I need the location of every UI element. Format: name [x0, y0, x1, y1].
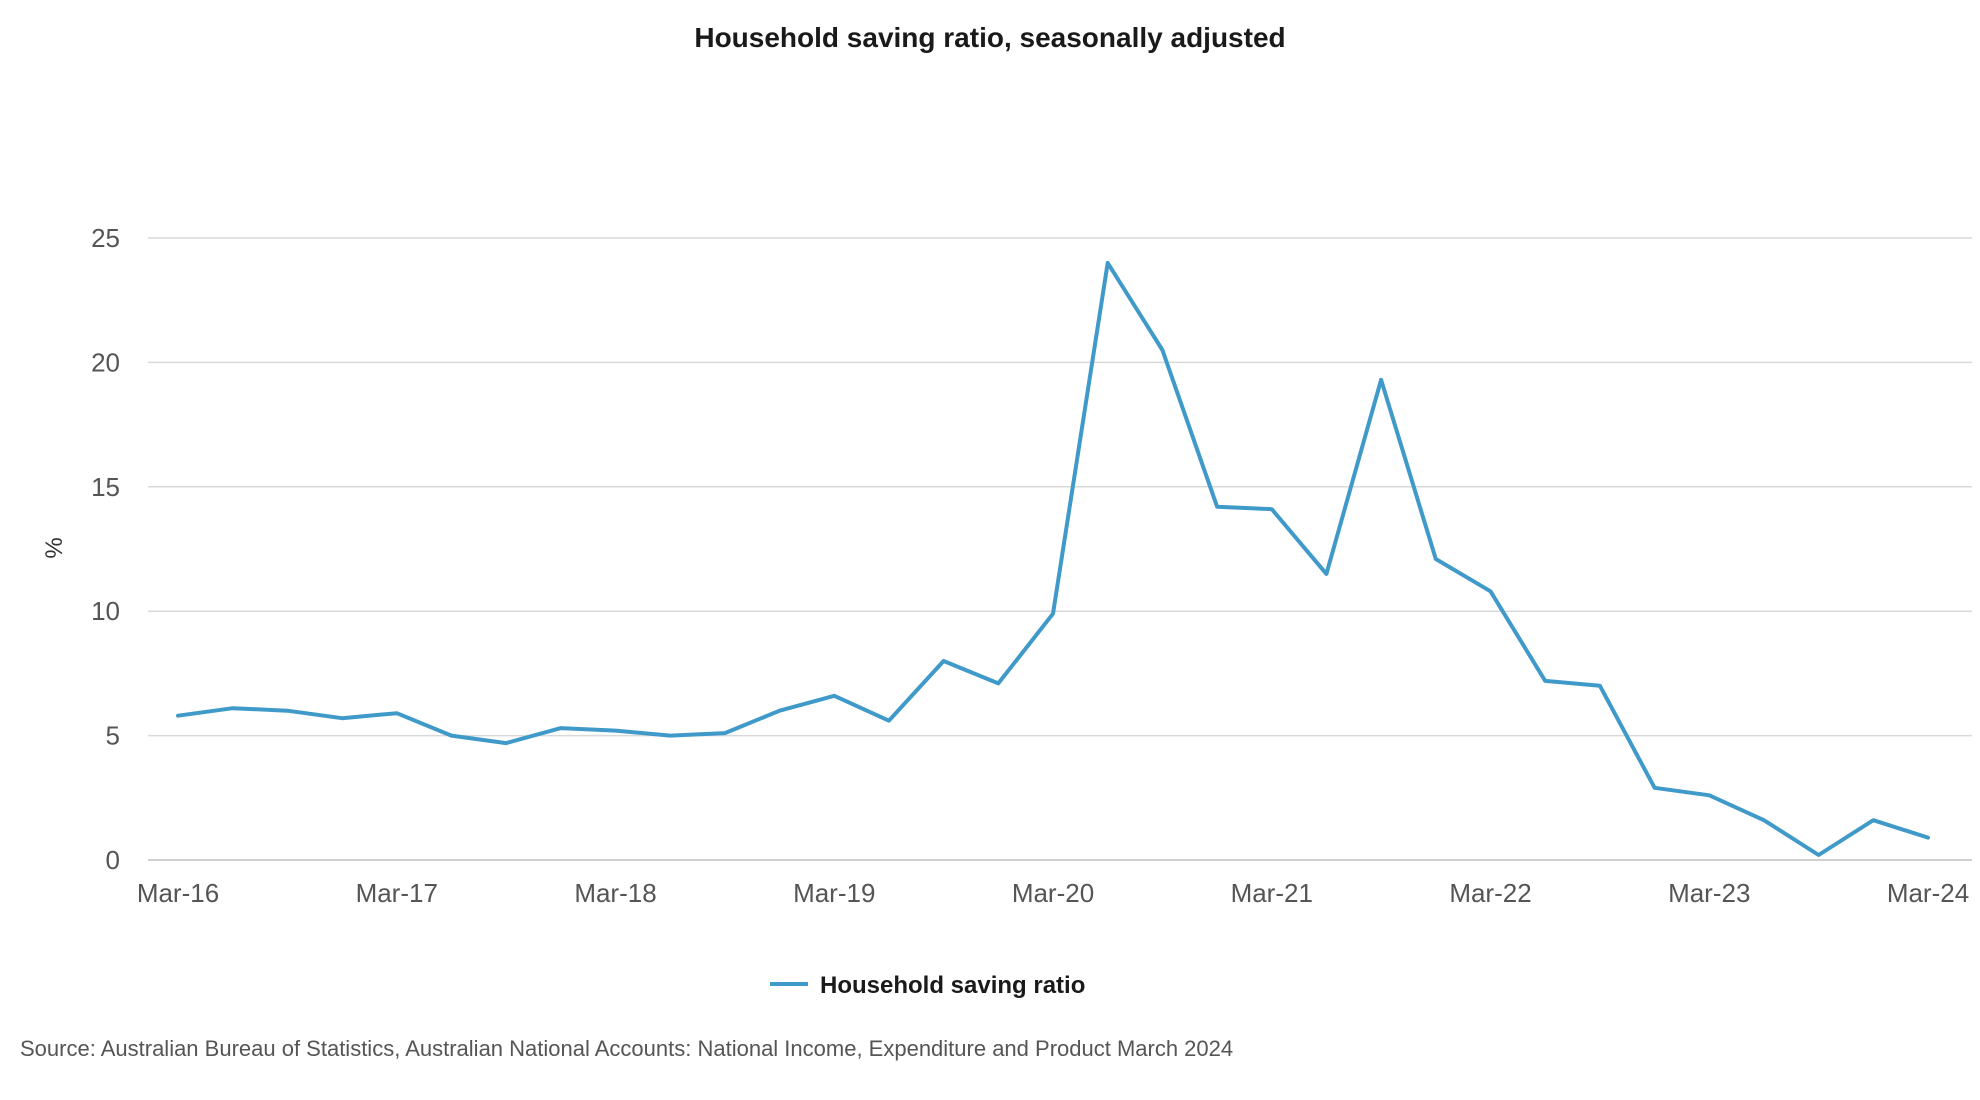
y-tick-label: 0: [106, 845, 120, 875]
y-axis-ticks: 0 5 10 15 20 25: [91, 223, 120, 875]
source-note: Source: Australian Bureau of Statistics,…: [20, 1036, 1234, 1061]
x-tick-label: Mar-24: [1887, 878, 1969, 908]
gridlines: [148, 237, 1972, 861]
x-tick-label: Mar-16: [137, 878, 219, 908]
x-tick-label: Mar-17: [356, 878, 438, 908]
x-tick-label: Mar-23: [1668, 878, 1750, 908]
x-tick-label: Mar-19: [793, 878, 875, 908]
y-tick-label: 10: [91, 596, 120, 626]
y-tick-label: 20: [91, 347, 120, 377]
x-tick-label: Mar-22: [1449, 878, 1531, 908]
x-tick-label: Mar-21: [1231, 878, 1313, 908]
series-line: [176, 260, 1930, 857]
x-tick-label: Mar-18: [574, 878, 656, 908]
x-axis-ticks: Mar-16 Mar-17 Mar-18 Mar-19 Mar-20 Mar-21 Mar-…: [137, 878, 1969, 908]
x-tick-label: Mar-20: [1012, 878, 1094, 908]
y-tick-label: 15: [91, 472, 120, 502]
y-tick-label: 5: [106, 721, 120, 751]
legend-label: Household saving ratio: [820, 972, 1085, 999]
y-axis-title: %: [41, 537, 68, 558]
series-layer: [176, 260, 1930, 857]
legend: Household saving ratio: [770, 972, 1085, 999]
chart-title: Household saving ratio, seasonally adjus…: [694, 22, 1286, 53]
y-tick-label: 25: [91, 223, 120, 253]
